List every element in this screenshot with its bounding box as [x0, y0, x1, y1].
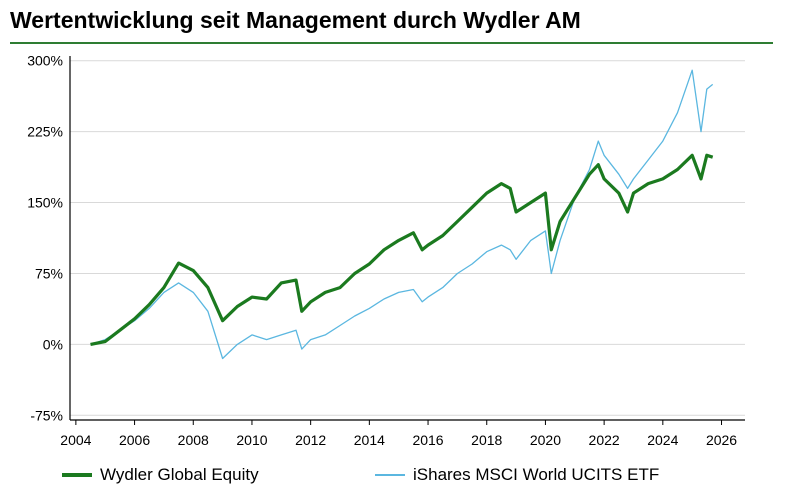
- series-line-ishares: [90, 69, 714, 360]
- title-underline: [10, 42, 773, 44]
- x-axis-tick-labels: 2004 2006 2008 2010 2012 2014 2016 2018 2020 2022…: [60, 420, 737, 448]
- x-tick-label: 2006: [119, 432, 150, 448]
- x-tick-label: 2022: [589, 432, 620, 448]
- line-chart: 300%225%150%75%0%-75% 2004 2006 2008 2010 20…: [27, 53, 745, 448]
- axes: [69, 56, 745, 421]
- chart-title: Wertentwicklung seit Management durch Wy…: [10, 7, 581, 33]
- x-tick-label: 2004: [60, 432, 91, 448]
- series-lines: [90, 69, 714, 360]
- legend-swatch-wydler: [62, 473, 92, 477]
- legend-item-wydler: Wydler Global Equity: [62, 463, 259, 487]
- x-tick-label: 2016: [412, 432, 443, 448]
- x-tick-label: 2018: [471, 432, 502, 448]
- x-tick-label: 2026: [706, 432, 737, 448]
- series-line-wydler: [90, 153, 714, 346]
- x-tick-label: 2012: [295, 432, 326, 448]
- y-tick-label: 225%: [27, 124, 63, 140]
- grid-lines: [70, 60, 745, 416]
- x-tick-label: 2008: [178, 432, 209, 448]
- legend-label-wydler: Wydler Global Equity: [100, 465, 259, 484]
- y-tick-label: 300%: [27, 53, 63, 69]
- x-tick-label: 2014: [354, 432, 385, 448]
- y-tick-label: 75%: [35, 265, 63, 281]
- legend-swatch-ishares: [375, 474, 405, 476]
- y-tick-label: 0%: [43, 336, 63, 352]
- x-tick-label: 2020: [530, 432, 561, 448]
- y-axis-tick-labels: 300% 225% 150% 75% 0% -75%: [27, 53, 63, 424]
- y-tick-label: 150%: [27, 195, 63, 211]
- legend-item-ishares: iShares MSCI World UCITS ETF: [375, 463, 659, 487]
- x-tick-label: 2024: [647, 432, 678, 448]
- legend-label-ishares: iShares MSCI World UCITS ETF: [413, 465, 660, 484]
- y-tick-label: -75%: [30, 407, 63, 423]
- x-tick-label: 2010: [236, 432, 267, 448]
